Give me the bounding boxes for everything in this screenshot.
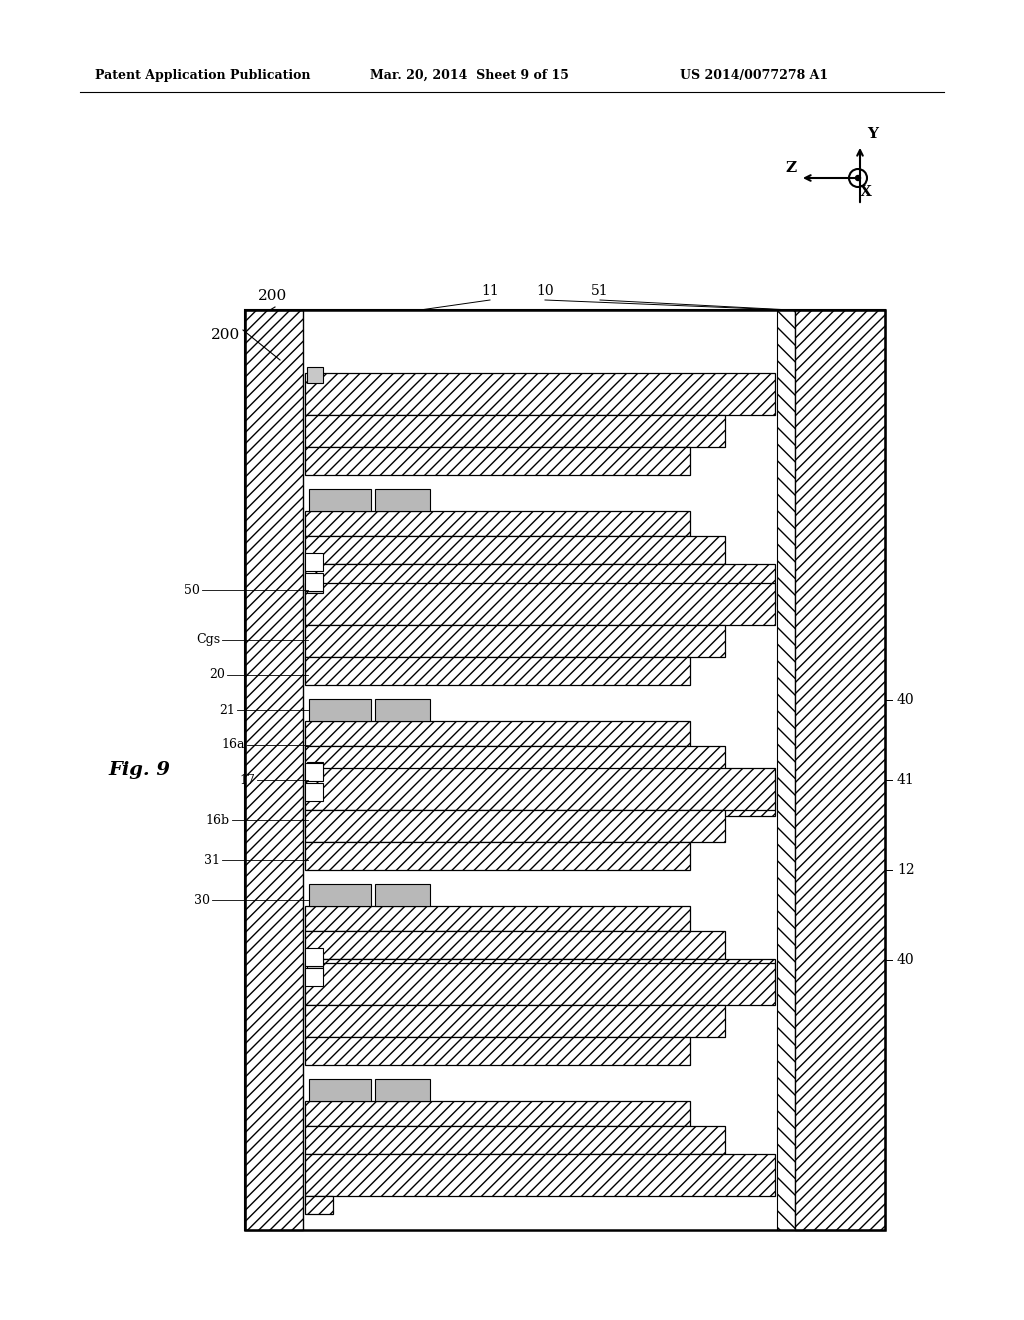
Bar: [305, 1001, 333, 1019]
Bar: [305, 583, 775, 624]
Bar: [305, 573, 323, 591]
Text: 51: 51: [591, 284, 609, 298]
Bar: [309, 488, 371, 511]
Bar: [375, 884, 430, 906]
Text: 200: 200: [258, 289, 288, 304]
Bar: [305, 768, 775, 810]
Bar: [305, 1101, 690, 1126]
Bar: [309, 884, 371, 906]
Bar: [307, 762, 323, 777]
Text: 11: 11: [481, 284, 499, 298]
Text: 30: 30: [194, 894, 210, 907]
Bar: [305, 553, 323, 572]
Bar: [305, 374, 775, 414]
Text: 12: 12: [897, 863, 914, 876]
Bar: [305, 816, 333, 834]
Bar: [305, 657, 690, 685]
Bar: [305, 606, 333, 624]
Bar: [305, 960, 775, 1001]
Text: Mar. 20, 2014  Sheet 9 of 15: Mar. 20, 2014 Sheet 9 of 15: [370, 69, 569, 82]
Bar: [305, 1038, 690, 1065]
Bar: [305, 1005, 725, 1038]
Bar: [307, 577, 323, 593]
Text: 40: 40: [897, 693, 914, 708]
Bar: [305, 511, 690, 536]
Bar: [305, 1196, 333, 1214]
Text: 50: 50: [184, 583, 200, 597]
Text: Fig. 9: Fig. 9: [108, 762, 170, 779]
Bar: [305, 1154, 775, 1196]
Text: 16a: 16a: [221, 738, 245, 751]
Text: 21: 21: [219, 704, 234, 717]
Bar: [305, 760, 775, 945]
Bar: [795, 310, 885, 1230]
Bar: [307, 367, 323, 383]
Bar: [305, 564, 775, 606]
Text: Cgs: Cgs: [196, 634, 220, 647]
Text: 31: 31: [204, 854, 220, 866]
Bar: [375, 700, 430, 721]
Bar: [303, 310, 777, 1230]
Text: 20: 20: [209, 668, 225, 681]
Bar: [309, 1078, 371, 1101]
Bar: [305, 954, 775, 1140]
Text: 17: 17: [240, 774, 255, 787]
Text: X: X: [860, 185, 871, 199]
Text: Z: Z: [785, 161, 796, 176]
Bar: [245, 310, 885, 1230]
Bar: [305, 842, 690, 870]
Bar: [245, 310, 885, 1230]
Bar: [375, 488, 430, 511]
Text: Patent Application Publication: Patent Application Publication: [95, 69, 310, 82]
Text: 40: 40: [897, 953, 914, 968]
Bar: [305, 746, 725, 774]
Text: 41: 41: [897, 774, 914, 787]
Text: 16b: 16b: [206, 813, 230, 826]
Text: 200: 200: [211, 327, 240, 342]
Bar: [305, 948, 323, 966]
Bar: [305, 810, 725, 842]
Bar: [305, 763, 323, 781]
Bar: [777, 310, 795, 1230]
Bar: [245, 310, 303, 1230]
Text: 10: 10: [537, 284, 554, 298]
Bar: [305, 447, 690, 475]
Bar: [305, 414, 725, 447]
Bar: [305, 906, 690, 931]
Bar: [305, 366, 775, 550]
Text: Y: Y: [867, 127, 878, 141]
Bar: [305, 964, 775, 1005]
Bar: [305, 576, 775, 760]
Bar: [309, 700, 371, 721]
Bar: [305, 774, 775, 816]
Circle shape: [855, 176, 860, 181]
Bar: [305, 968, 323, 986]
Bar: [305, 931, 725, 960]
Bar: [305, 721, 690, 746]
Bar: [375, 1078, 430, 1101]
Bar: [305, 624, 725, 657]
Bar: [305, 783, 323, 801]
Bar: [307, 957, 323, 973]
Bar: [305, 1126, 725, 1154]
Bar: [305, 536, 725, 564]
Text: US 2014/0077278 A1: US 2014/0077278 A1: [680, 69, 828, 82]
